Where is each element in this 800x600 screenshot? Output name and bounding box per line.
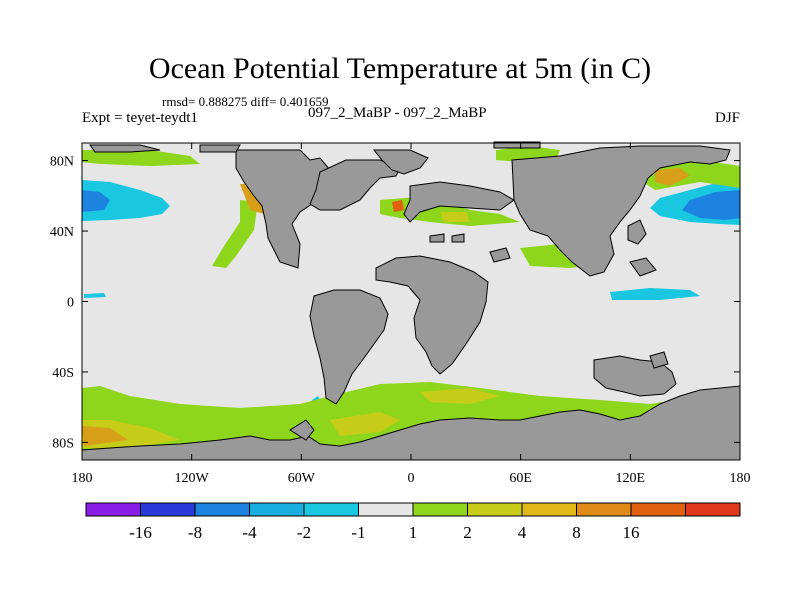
land-europe [403,181,515,223]
colorbar-label: 4 [518,523,527,542]
cold-patch-equator-east [610,288,700,300]
experiment-text: Expt = teyet-teydt1 [82,110,198,126]
y-axis-ticks: 80N 40N 0 40S 80S [50,155,740,451]
warm-patch-southern-yellow-atlantic [420,388,500,404]
y-tick-label: 0 [67,296,74,311]
colorbar-label: -4 [242,523,257,542]
warm-patch-arctic-west [82,150,200,166]
x-tick-label: 120W [175,471,210,486]
x-tick-label: 180 [730,471,751,486]
land-southeast-asia-islands [629,257,657,277]
colorbar-label: -2 [297,523,311,542]
season-label: DJF [714,110,740,126]
warm-patch-north-atlantic-core [440,212,470,222]
colorbar-swatch [194,502,250,517]
colorbar-label: -16 [129,523,152,542]
map-panel [81,141,741,461]
colorbar-label: -1 [351,523,365,542]
land-asia [511,145,731,277]
colorbar-swatch [521,502,577,517]
land-small-island-3 [489,247,511,263]
land-north-america [235,149,331,269]
x-tick-label: 0 [408,471,415,486]
cold-patch-equator-west [84,293,106,298]
colorbar: -16 -8 -4 -2 -1 1 2 4 8 16 [85,502,741,542]
colorbar-swatch [412,502,468,517]
land-arctic-island-west [89,144,161,153]
land-greenland [372,149,429,175]
very-cold-patch-north-pacific-west [82,190,110,212]
x-tick-label: 60W [288,471,316,486]
colorbar-label: 1 [409,523,418,542]
warm-arc-north-pacific [212,200,258,268]
warm-patch-western-europe [392,200,404,212]
warm-patch-southern-gold-west [82,426,128,446]
land-antarctic-peninsula [289,419,315,441]
experiment-label: 097_2_MaBP - 097_2_MaBP [308,105,487,121]
colorbar-swatch [685,502,741,517]
y-tick-label: 80N [50,155,74,170]
y-tick-label: 40N [50,225,74,240]
colorbar-swatch [249,502,305,517]
land-arctic-island-center [199,144,241,153]
colorbar-swatch [140,502,196,517]
x-axis-ticks: 180 120W 60W 0 60E 120E 180 [72,143,751,486]
land-antarctica [81,385,741,461]
colorbar-swatch [467,502,523,517]
y-tick-label: 40S [52,366,74,381]
x-tick-label: 60E [509,471,532,486]
very-cold-patch-north-pacific-east [682,190,740,220]
land-masses [81,141,741,461]
cold-patch-north-pacific-west [82,180,170,221]
colorbar-label: 8 [572,523,581,542]
colorbar-swatch [303,502,359,517]
stats-text: rmsd= 0.888275 diff= 0.401659 [162,94,329,109]
x-tick-label: 120E [616,471,646,486]
colorbar-label: 2 [463,523,472,542]
land-north-america-east [309,159,401,211]
warm-patch-bering [655,168,690,186]
colorbar-swatch [85,502,141,517]
colorbar-label: 16 [623,523,640,542]
colorbar-swatch [630,502,686,517]
colorbar-label: -8 [188,523,202,542]
land-new-zealand [649,351,669,369]
land-south-america [309,289,389,405]
land-small-island-north-atlantic [429,233,445,243]
warm-patch-southern-yellow-center [330,412,400,436]
colorbar-swatch [576,502,632,517]
land-africa [375,255,489,375]
y-tick-label: 80S [52,436,74,451]
plot-title: Ocean Potential Temperature at 5m (in C) [148,52,652,85]
land-small-island-2 [451,233,465,243]
land-japan [627,219,647,245]
x-tick-label: 180 [72,471,93,486]
colorbar-swatch [358,502,414,517]
